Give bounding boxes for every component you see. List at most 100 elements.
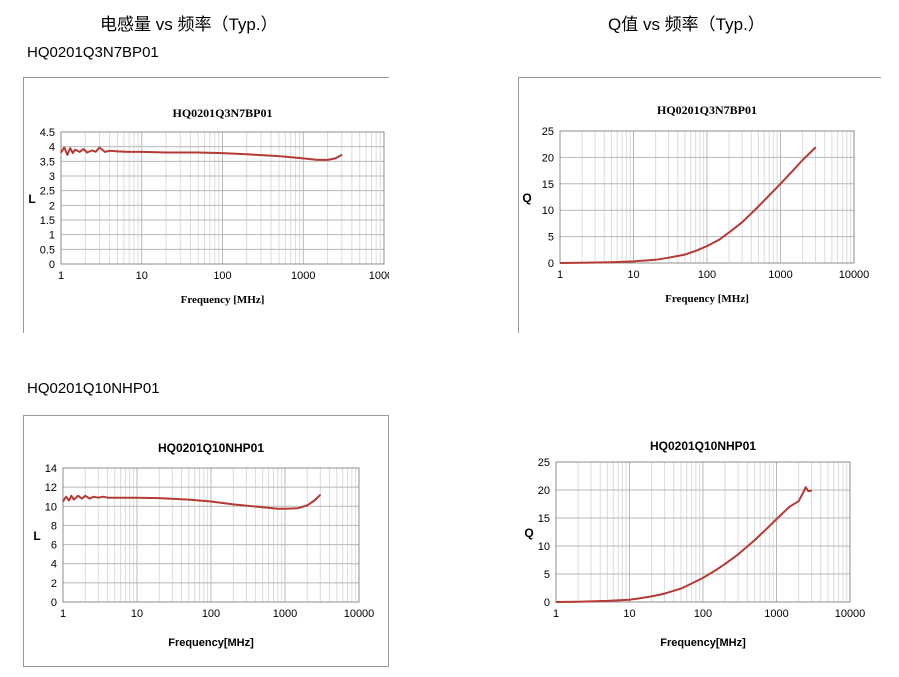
y-tick-label: 20 — [542, 152, 554, 164]
y-tick-label: 2 — [51, 578, 57, 590]
data-point — [810, 489, 813, 492]
data-point — [141, 151, 143, 153]
data-point — [97, 497, 99, 499]
y-tick-label: 5 — [544, 569, 550, 581]
y-tick-label: 10 — [45, 501, 57, 513]
data-point — [302, 157, 304, 159]
data-point — [724, 563, 726, 565]
x-tick-label: 1 — [58, 270, 64, 282]
x-axis-label: Frequency[MHz] — [168, 637, 254, 649]
data-point — [555, 601, 557, 603]
data-point — [632, 260, 635, 263]
y-tick-label: 5 — [548, 232, 554, 244]
data-point — [728, 231, 730, 233]
data-point — [69, 147, 71, 149]
data-point — [577, 601, 579, 603]
x-tick-label: 10 — [623, 608, 635, 620]
y-tick-label: 14 — [45, 463, 57, 475]
data-point — [74, 149, 76, 151]
inductance-chart-1: 1 10 100 1000 10000 0 0.5 1 1.5 2 2.5 3 3.5 4 4.5 HQ020… — [23, 77, 389, 333]
data-point — [278, 155, 280, 157]
x-tick-label: 100 — [694, 608, 712, 620]
data-point — [802, 159, 804, 161]
data-point — [210, 500, 212, 503]
data-point — [695, 250, 697, 252]
data-point — [95, 151, 97, 153]
x-axis-label: Frequency [MHz] — [181, 294, 265, 306]
data-point — [715, 569, 717, 571]
part-number-heading-1: HQ0201Q3N7BP01 — [27, 44, 159, 61]
data-point — [807, 490, 809, 492]
x-tick-label: 1 — [553, 608, 559, 620]
y-tick-label: 6 — [51, 540, 57, 552]
data-point — [284, 508, 286, 510]
chart-panel-inductance-2: 1 10 100 1000 10000 0 2 4 6 8 10 12 14 HQ0201Q10NHP01… — [23, 415, 389, 667]
data-point — [334, 157, 336, 159]
data-point — [706, 245, 708, 247]
data-point — [246, 153, 248, 155]
data-point — [702, 577, 704, 579]
data-point — [667, 257, 670, 259]
data-point — [651, 595, 653, 597]
data-point — [124, 497, 127, 499]
data-point — [316, 159, 319, 161]
data-point — [79, 151, 81, 153]
x-tick-label: 100 — [213, 270, 231, 282]
x-tick-label: 100 — [202, 608, 220, 620]
data-point — [188, 498, 190, 501]
x-tick-label: 10 — [136, 270, 148, 282]
chart-title: HQ0201Q3N7BP01 — [657, 103, 757, 117]
data-point — [82, 148, 85, 150]
x-tick-label: 100 — [698, 269, 716, 281]
data-point — [70, 495, 73, 497]
y-tick-label: 2 — [49, 200, 55, 212]
data-point — [319, 494, 321, 496]
y-tick-label: 1 — [49, 230, 55, 242]
data-point — [66, 154, 68, 156]
data-point — [158, 497, 160, 499]
right-column-header: Q值 vs 频率（Typ.） — [608, 15, 765, 34]
data-point — [798, 500, 800, 502]
data-point — [86, 151, 88, 154]
data-point — [757, 205, 759, 208]
x-tick-label: 10 — [131, 608, 143, 620]
data-point — [663, 593, 666, 595]
data-point — [84, 495, 86, 497]
y-tick-label: 4.5 — [40, 127, 55, 139]
data-point — [326, 159, 329, 161]
data-point — [232, 503, 234, 505]
data-point — [62, 500, 64, 503]
y-tick-label: 25 — [542, 126, 554, 138]
series-line — [559, 146, 817, 264]
data-point — [165, 151, 167, 154]
data-point — [737, 553, 739, 555]
y-tick-label: 20 — [538, 485, 550, 497]
chart-title: HQ0201Q3N7BP01 — [172, 106, 272, 120]
data-point — [77, 495, 79, 497]
y-tick-label: 15 — [542, 179, 554, 191]
data-point — [297, 507, 299, 509]
y-tick-label: 0 — [49, 259, 55, 271]
x-tick-label: 1 — [60, 608, 66, 620]
y-axis-label: Q — [522, 191, 531, 205]
data-point — [63, 146, 65, 149]
q-chart-2: 1 10 100 1000 10000 0 5 10 15 20 25 HQ0201Q10NHP01 F… — [524, 439, 865, 649]
data-point — [73, 498, 75, 501]
data-point — [805, 486, 807, 488]
data-point — [102, 496, 104, 498]
inductance-chart-2: 1 10 100 1000 10000 0 2 4 6 8 10 12 14 HQ0201Q10NHP01… — [23, 415, 389, 667]
y-tick-label: 0 — [548, 258, 554, 270]
data-point — [792, 169, 795, 171]
y-tick-label: 15 — [538, 513, 550, 525]
x-tick-label: 1000 — [291, 270, 315, 282]
y-tick-label: 1.5 — [40, 215, 55, 227]
data-point — [341, 154, 343, 156]
y-tick-label: 0.5 — [40, 244, 55, 256]
data-point — [788, 506, 791, 508]
data-point — [306, 504, 308, 506]
data-point — [262, 506, 264, 508]
data-point — [775, 518, 778, 520]
data-point — [610, 261, 612, 263]
x-axis-label: Frequency [MHz] — [665, 293, 749, 305]
data-point — [68, 499, 70, 502]
